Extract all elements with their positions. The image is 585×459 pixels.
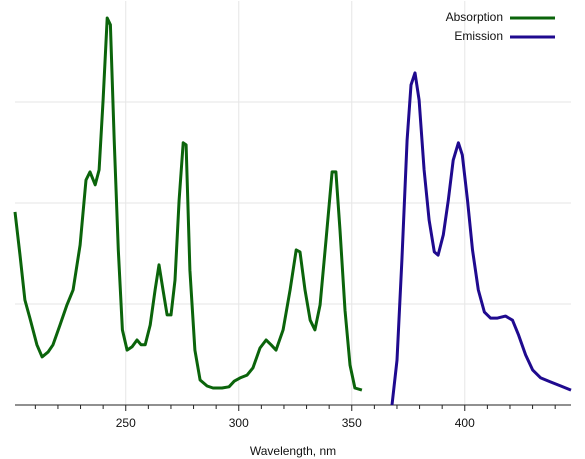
legend-label: Emission: [454, 29, 503, 43]
legend-label: Absorption: [446, 10, 503, 24]
series-line: [390, 71, 572, 406]
series-line: [13, 16, 363, 392]
x-tick-label: 400: [455, 416, 475, 430]
x-axis-title: Wavelength, nm: [250, 444, 336, 458]
x-tick-label: 250: [116, 416, 136, 430]
x-tick-label: 300: [229, 416, 249, 430]
x-tick-label: 350: [342, 416, 362, 430]
